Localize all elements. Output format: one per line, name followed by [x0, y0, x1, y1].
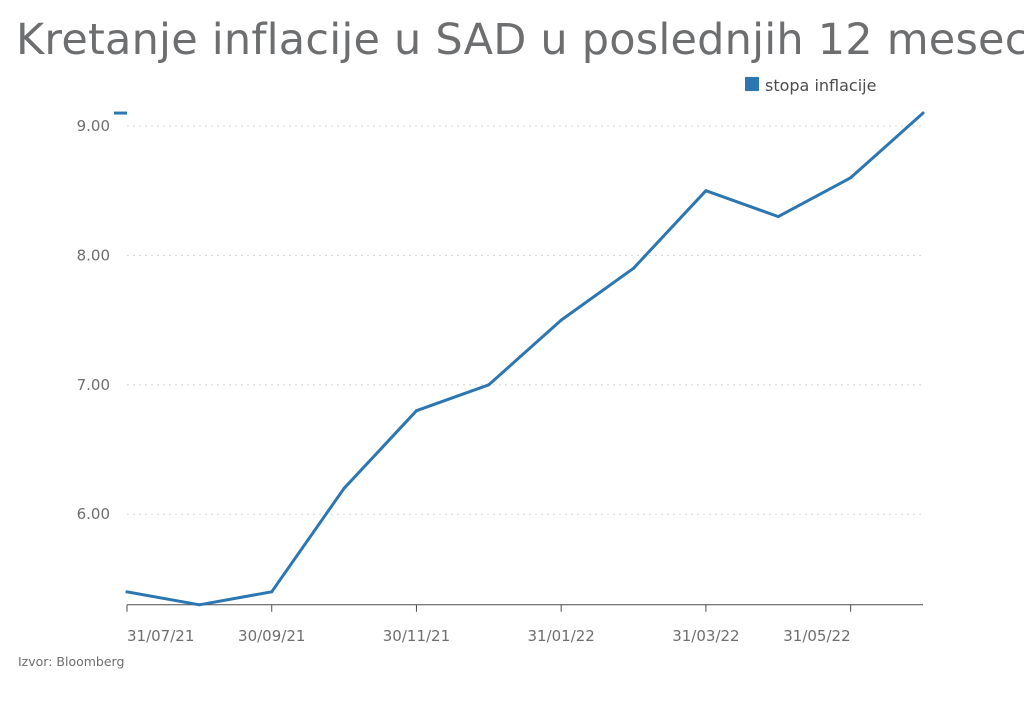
data-point [921, 111, 925, 115]
chart-title: Kretanje inflacije u SAD u poslednjih 12… [16, 15, 1024, 65]
gridlines [127, 125, 923, 515]
x-tick-label: 30/11/21 [383, 627, 450, 645]
data-point [125, 590, 129, 594]
x-tick-label: 31/05/22 [783, 627, 850, 645]
data-point [776, 215, 780, 219]
legend: stopa inflacije [745, 76, 876, 95]
y-tick-label: 8.00 [77, 246, 110, 264]
data-point [849, 176, 853, 180]
y-tick-label: 7.00 [77, 376, 110, 394]
x-tick-label: 31/07/21 [127, 627, 194, 645]
series-layer [125, 111, 925, 607]
x-axis: 31/07/21 30/09/21 30/11/21 31/01/22 31/03/22… [126, 604, 923, 645]
y-axis: 9.00 8.00 7.00 6.00 [77, 111, 127, 523]
x-tick-label: 30/09/21 [238, 627, 305, 645]
data-point [632, 266, 636, 270]
y-tick-label: 6.00 [77, 505, 110, 523]
y-tick-label: 9.00 [77, 117, 110, 135]
data-point [559, 318, 563, 322]
data-point [342, 486, 346, 490]
data-point [270, 590, 274, 594]
data-point [487, 383, 491, 387]
data-point [197, 603, 201, 607]
source-note: Izvor: Bloomberg [18, 654, 124, 669]
series-line-0 [125, 111, 925, 607]
legend-swatch [745, 77, 759, 91]
data-point [414, 409, 418, 413]
legend-label: stopa inflacije [765, 76, 876, 95]
x-tick-label: 31/03/22 [672, 627, 739, 645]
data-point [704, 189, 708, 193]
x-tick-label: 31/01/22 [527, 627, 594, 645]
